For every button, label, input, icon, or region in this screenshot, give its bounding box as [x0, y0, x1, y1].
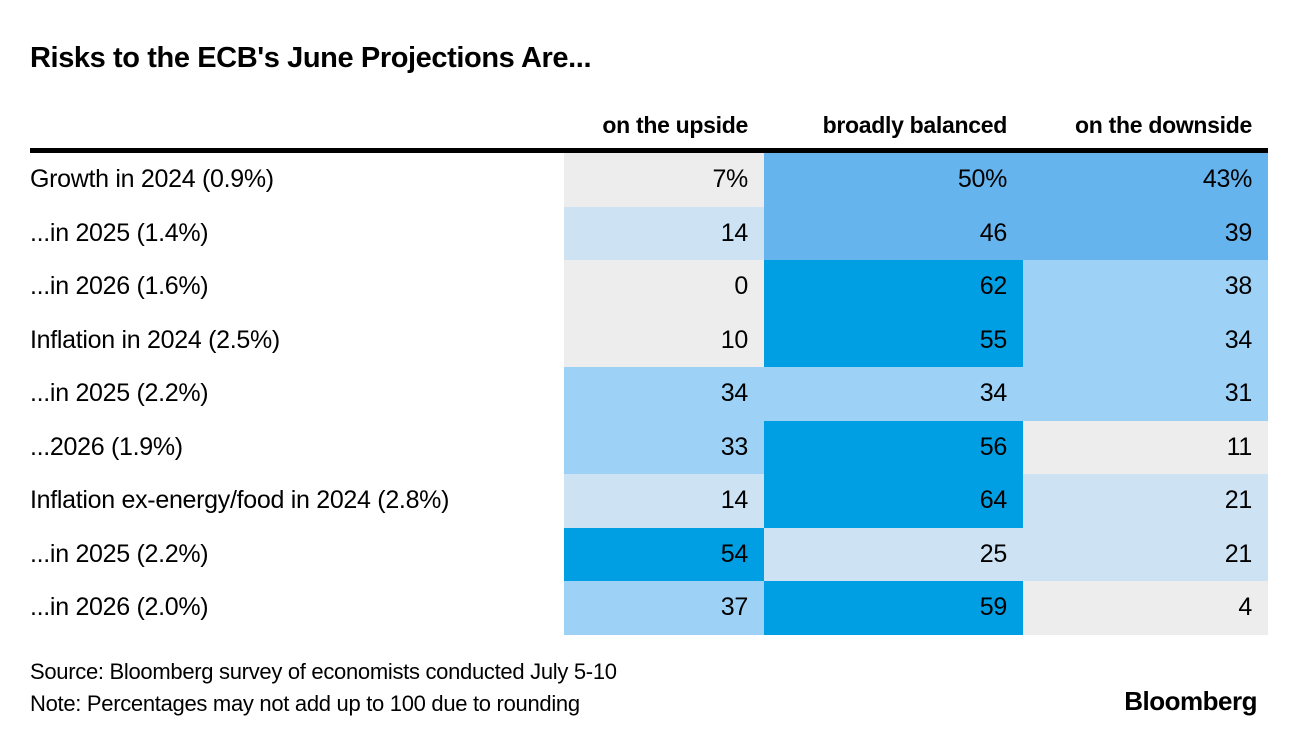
row-label: ...in 2026 (1.6%)	[30, 272, 209, 301]
heatmap-cell: 7%	[564, 153, 764, 207]
table-row: Inflation in 2024 (2.5%) 10 55 34	[30, 313, 1268, 367]
heatmap-cell: 0	[564, 260, 764, 314]
row-label: ...in 2025 (2.2%)	[30, 379, 209, 408]
heatmap-cell: 21	[1023, 474, 1268, 528]
heatmap-cell: 56	[764, 420, 1023, 474]
heatmap-table: on the upside broadly balanced on the do…	[30, 106, 1268, 635]
row-label: ...in 2025 (2.2%)	[30, 539, 209, 568]
heatmap-cell: 34	[764, 367, 1023, 421]
heatmap-cell: 62	[764, 260, 1023, 314]
heatmap-cell: 4	[1023, 581, 1268, 635]
heatmap-cell: 10	[564, 313, 764, 367]
row-label: Inflation in 2024 (2.5%)	[30, 325, 280, 354]
column-header-downside: on the downside	[1075, 112, 1252, 138]
heatmap-cell: 21	[1023, 527, 1268, 581]
heatmap-cell: 38	[1023, 260, 1268, 314]
row-label: Inflation ex-energy/food in 2024 (2.8%)	[30, 486, 450, 515]
heatmap-cell: 39	[1023, 206, 1268, 260]
table-row: ...in 2026 (1.6%) 0 62 38	[30, 260, 1268, 314]
heatmap-cell: 59	[764, 581, 1023, 635]
heatmap-cell: 37	[564, 581, 764, 635]
heatmap-cell: 33	[564, 420, 764, 474]
table-row: ...in 2025 (2.2%) 34 34 31	[30, 367, 1268, 421]
table-row: Growth in 2024 (0.9%) 7% 50% 43%	[30, 153, 1268, 207]
table-row: Inflation ex-energy/food in 2024 (2.8%) 1…	[30, 474, 1268, 528]
heatmap-cell: 14	[564, 474, 764, 528]
column-header-row: on the upside broadly balanced on the do…	[30, 106, 1268, 148]
header-rule	[30, 148, 1268, 153]
chart-title: Risks to the ECB's June Projections Are.…	[30, 42, 592, 74]
row-label: Growth in 2024 (0.9%)	[30, 165, 274, 194]
row-label: ...in 2026 (2.0%)	[30, 593, 209, 622]
heatmap-cell: 43%	[1023, 153, 1268, 207]
footer: Source: Bloomberg survey of economists c…	[30, 656, 617, 720]
row-label: ...in 2025 (1.4%)	[30, 218, 209, 247]
heatmap-cell: 31	[1023, 367, 1268, 421]
heatmap-cell: 54	[564, 527, 764, 581]
heatmap-cell: 34	[1023, 313, 1268, 367]
bloomberg-logo: Bloomberg	[1124, 686, 1257, 716]
source-line: Source: Bloomberg survey of economists c…	[30, 659, 617, 684]
row-label: ...2026 (1.9%)	[30, 432, 183, 461]
table-row: ...2026 (1.9%) 33 56 11	[30, 420, 1268, 474]
heatmap-cell: 14	[564, 206, 764, 260]
heatmap-cell: 55	[764, 313, 1023, 367]
heatmap-cell: 46	[764, 206, 1023, 260]
note-line: Note: Percentages may not add up to 100 …	[30, 691, 580, 716]
table-body: Growth in 2024 (0.9%) 7% 50% 43% ...in 2025 …	[30, 153, 1268, 635]
heatmap-cell: 50%	[764, 153, 1023, 207]
heatmap-cell: 11	[1023, 420, 1268, 474]
heatmap-cell: 25	[764, 527, 1023, 581]
column-header-balanced: broadly balanced	[822, 112, 1008, 138]
heatmap-cell: 34	[564, 367, 764, 421]
table-row: ...in 2025 (1.4%) 14 46 39	[30, 206, 1268, 260]
table-row: ...in 2026 (2.0%) 37 59 4	[30, 581, 1268, 635]
heatmap-cell: 64	[764, 474, 1023, 528]
table-row: ...in 2025 (2.2%) 54 25 21	[30, 527, 1268, 581]
column-header-upside: on the upside	[602, 112, 748, 138]
